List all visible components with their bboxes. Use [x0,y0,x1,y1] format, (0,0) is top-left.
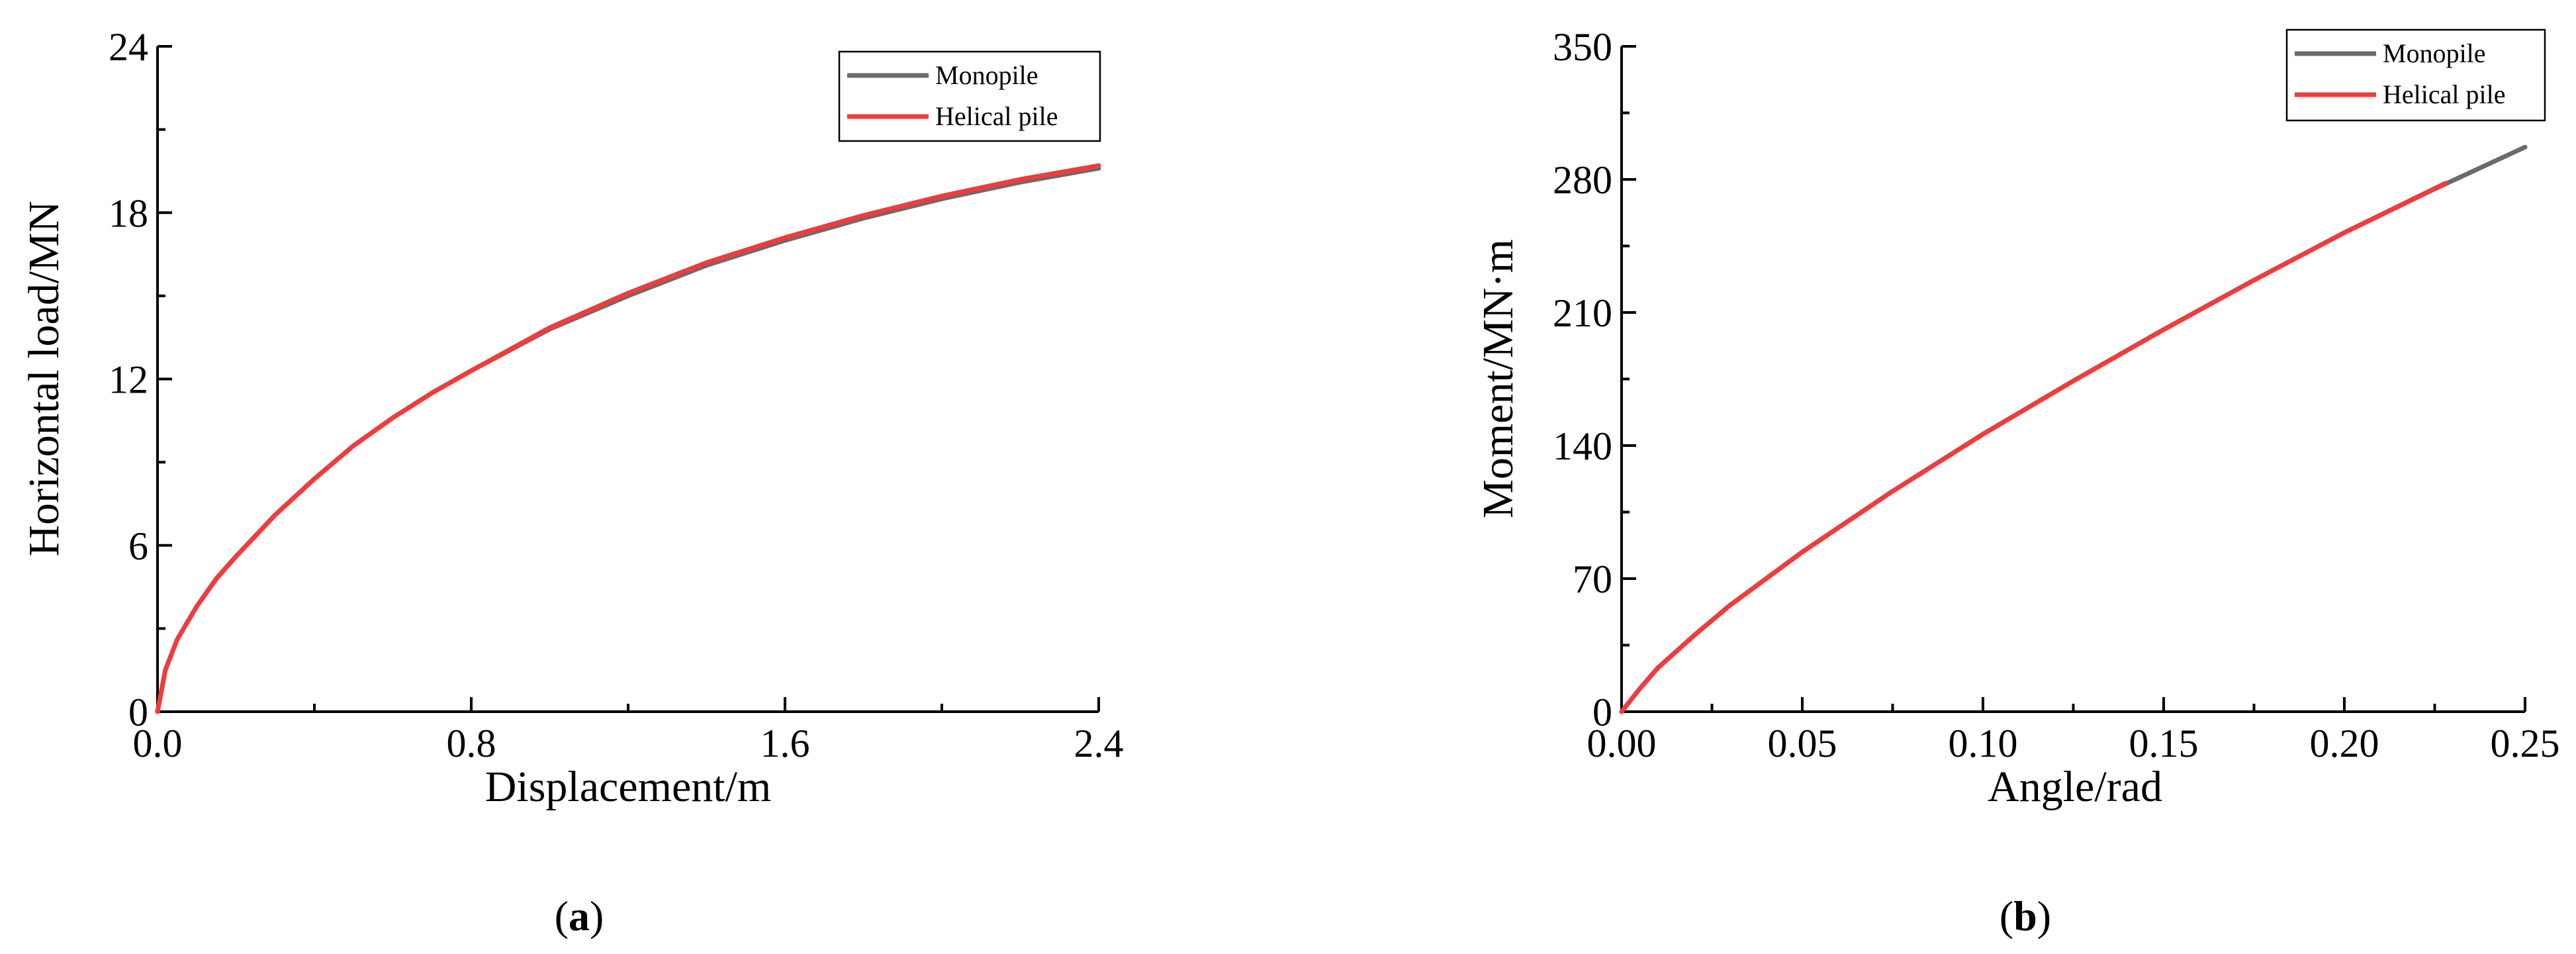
y-tick-label: 140 [1553,424,1612,468]
legend-label: Monopile [2383,38,2486,68]
x-axis-title: Angle/rad [1988,763,2162,811]
x-tick-label: 0.10 [1949,722,2018,765]
legend-box [838,50,1101,142]
panel-label: (b) [2000,892,2051,939]
series-line-monopile [155,166,1101,714]
y-tick-label: 12 [109,358,148,402]
x-tick-label: 0.00 [1587,722,1657,765]
x-tick-label: 0.25 [2491,722,2560,765]
chart-panel-b: 0.00 0.05 0.10 0.15 0.20 0.25 0 70 140 210 280 350 A… [1474,25,2560,939]
x-axis-title: Displacement/m [485,763,772,811]
legend-label: Helical pile [2383,79,2505,109]
y-tick-label: 6 [128,524,148,568]
y-tick-label: 0 [128,691,148,734]
legend-label: Monopile [935,60,1038,90]
legend-box [2285,28,2546,122]
series-line-monopile [1619,144,2528,714]
x-tick-label: 0.20 [2310,722,2379,765]
y-tick-label: 210 [1553,291,1612,335]
panel-label: (a) [555,892,604,939]
y-axis-title: Horizontal load/MN [20,201,68,556]
x-tick-label: 0.8 [447,722,496,765]
series-line-helical-pile [155,163,1101,714]
x-tick-label: 0.05 [1768,722,1837,765]
y-tick-label: 280 [1553,158,1612,202]
x-tick-label: 0.0 [133,722,183,765]
y-axis-title: Moment/MN·m [1474,239,1522,518]
legend-label: Helical pile [935,101,1058,131]
y-tick-label: 24 [109,25,148,69]
x-tick-label: 0.15 [2129,722,2199,765]
y-tick-label: 18 [109,191,148,235]
x-tick-label: 1.6 [760,722,810,765]
x-tick-label: 2.4 [1074,722,1124,765]
y-tick-label: 70 [1573,557,1612,601]
y-tick-label: 350 [1553,25,1612,69]
y-tick-label: 0 [1592,691,1612,734]
chart-panel-a: 0.0 0.8 1.6 2.4 0 6 12 18 24 Displacement/m Horizo… [20,25,1124,939]
series-line-helical-pile [1619,181,2448,714]
